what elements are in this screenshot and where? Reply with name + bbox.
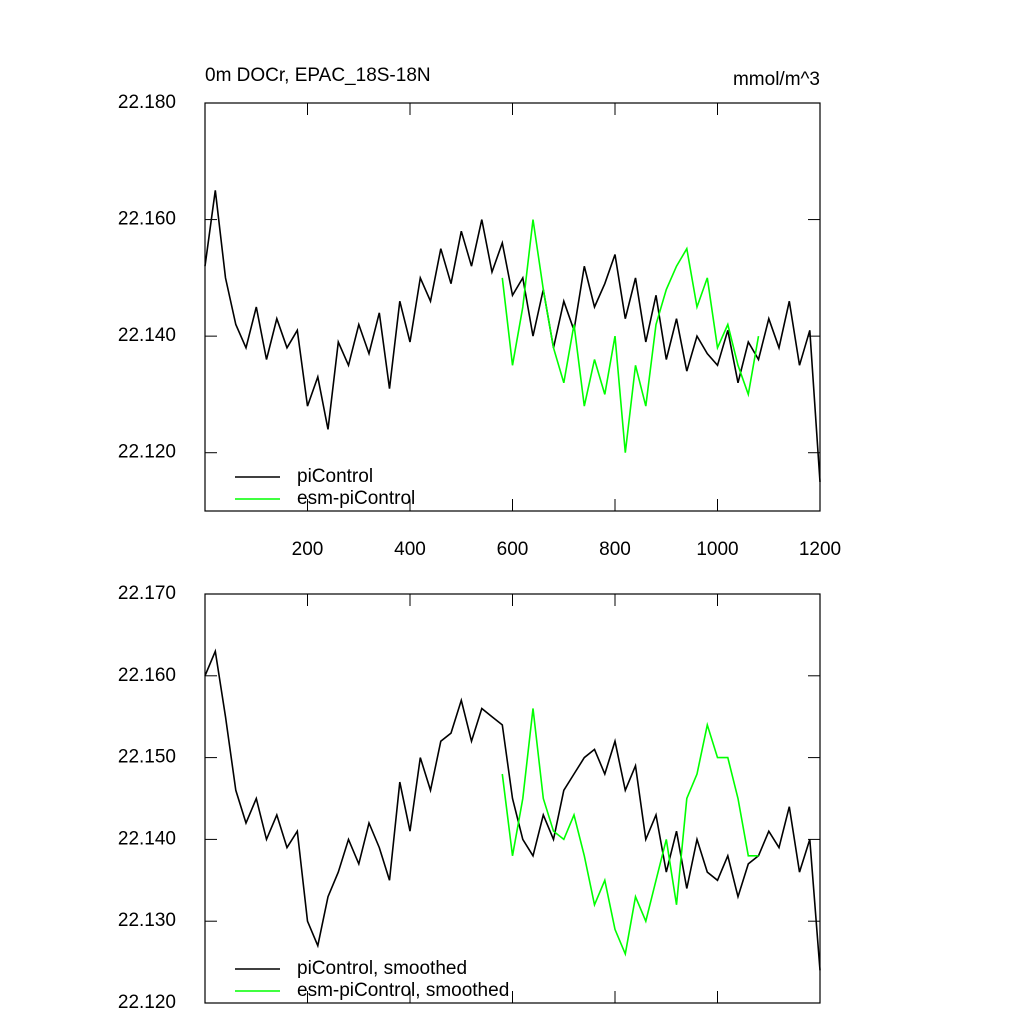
y-tick-label: 22.160 bbox=[118, 209, 176, 230]
x-tick-label: 200 bbox=[292, 539, 324, 560]
x-tick-label: 400 bbox=[394, 539, 426, 560]
y-tick-label: 22.120 bbox=[118, 992, 176, 1013]
chart-title: 0m DOCr, EPAC_18S-18N bbox=[205, 65, 431, 86]
y-tick-label: 22.160 bbox=[118, 665, 176, 686]
legend-label: esm-piControl, smoothed bbox=[297, 980, 509, 1001]
series-line bbox=[204, 190, 821, 482]
x-tick-label: 600 bbox=[497, 539, 529, 560]
series-line bbox=[204, 648, 821, 971]
y-tick-label: 22.130 bbox=[118, 910, 176, 931]
x-tick-label: 1200 bbox=[799, 539, 841, 560]
x-tick-label: 1000 bbox=[696, 539, 738, 560]
legend-label: piControl, smoothed bbox=[297, 958, 467, 979]
series-line bbox=[501, 708, 759, 957]
y-tick-label: 22.140 bbox=[118, 325, 176, 346]
plot-frame bbox=[204, 102, 821, 512]
y-tick-label: 22.150 bbox=[118, 747, 176, 768]
units-label: mmol/m^3 bbox=[733, 69, 820, 90]
y-tick-label: 22.170 bbox=[118, 583, 176, 604]
y-tick-label: 22.120 bbox=[118, 442, 176, 463]
legend-label: esm-piControl bbox=[297, 488, 415, 509]
series-line bbox=[501, 219, 760, 453]
y-tick-label: 22.180 bbox=[118, 92, 176, 113]
x-tick-label: 800 bbox=[599, 539, 631, 560]
legend-label: piControl bbox=[297, 466, 373, 487]
y-tick-label: 22.140 bbox=[118, 828, 176, 849]
